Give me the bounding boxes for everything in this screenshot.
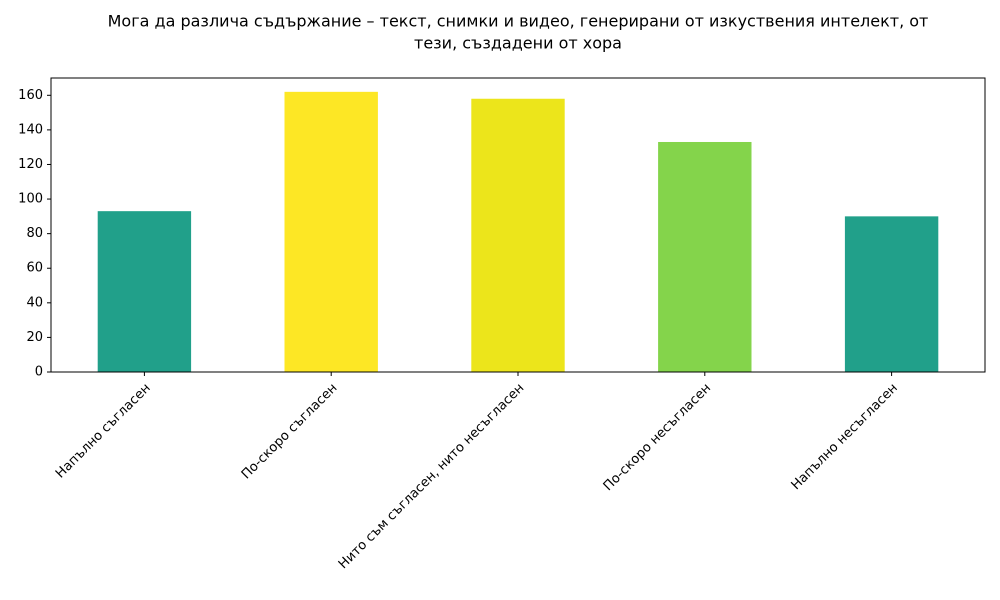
x-tick-label: По-скоро съгласен	[239, 381, 341, 483]
bar	[844, 216, 939, 372]
y-tick-label: 60	[26, 261, 43, 276]
x-tick-label: Напълно несъгласен	[789, 381, 901, 493]
y-tick-label: 20	[26, 330, 43, 345]
x-tick-label: Напълно съгласен	[53, 381, 154, 482]
chart-title: тези, създадени от хора	[414, 34, 622, 53]
plot-frame	[50, 77, 986, 373]
bar	[471, 98, 565, 373]
y-tick-label: 140	[18, 122, 43, 137]
chart-title: Мога да различа съдържание – текст, сним…	[108, 12, 929, 31]
y-tick-label: 100	[18, 192, 43, 207]
bar	[658, 141, 752, 372]
x-tick-label: Нито съм съгласен, нито несъгласен	[336, 381, 527, 572]
y-tick-label: 0	[35, 365, 43, 380]
bar	[97, 211, 192, 372]
bar	[284, 91, 378, 372]
y-tick-label: 120	[18, 157, 43, 172]
x-tick-label: По-скоро несъгласен	[601, 381, 714, 494]
y-tick-label: 80	[26, 226, 43, 241]
y-tick-label: 40	[26, 295, 43, 310]
y-tick-label: 160	[18, 88, 43, 103]
